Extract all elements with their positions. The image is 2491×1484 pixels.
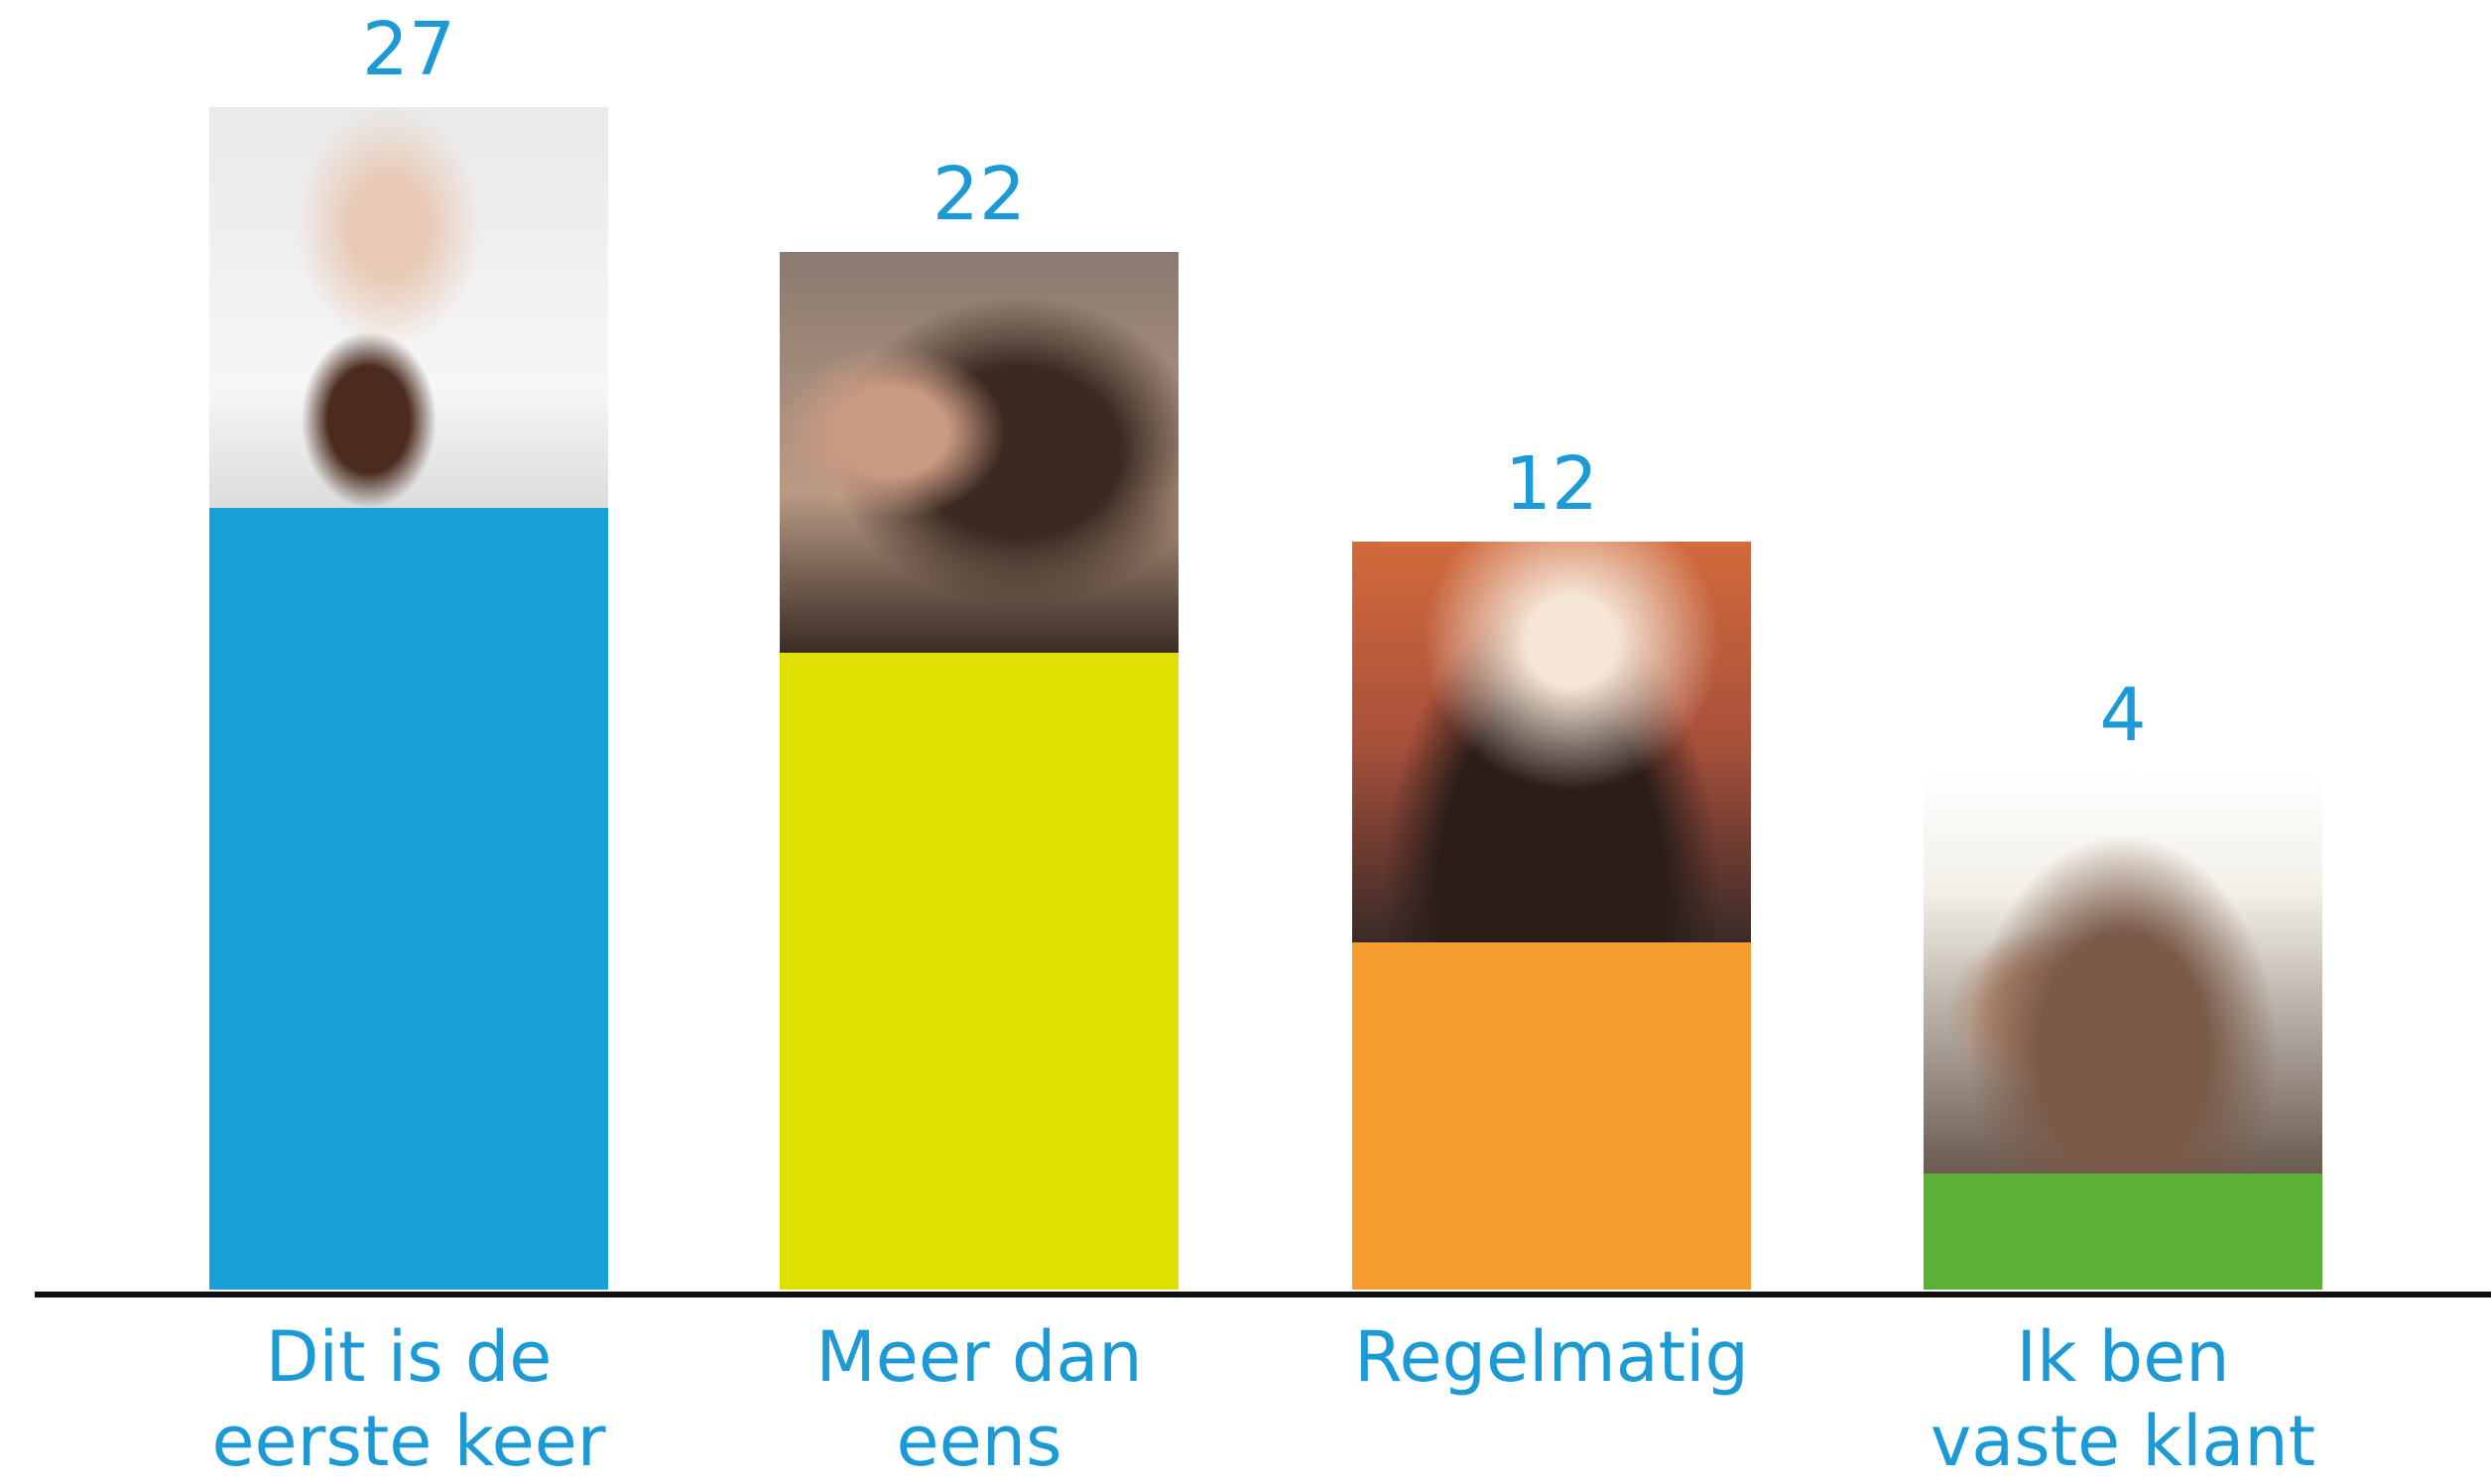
category-label: Regelmatig: [1354, 1316, 1749, 1398]
category-label: Ik ben vaste klant: [1930, 1316, 2316, 1482]
bar-photo: [780, 251, 1179, 653]
value-label: 12: [1504, 440, 1599, 527]
x-axis-line: [35, 1292, 2491, 1298]
bar: [1924, 1174, 2322, 1290]
category-label: Dit is de eerste keer: [211, 1316, 606, 1482]
value-label: 4: [2099, 673, 2147, 759]
value-label: 27: [361, 6, 456, 92]
bar-photo: [209, 106, 608, 508]
bar-photo: [1352, 541, 1751, 942]
bar: [1352, 941, 1751, 1290]
bar-photo: [1924, 773, 2322, 1175]
value-label: 22: [932, 151, 1027, 237]
bar: [209, 507, 608, 1290]
category-label: Meer dan eens: [815, 1316, 1143, 1482]
bar: [780, 652, 1179, 1290]
